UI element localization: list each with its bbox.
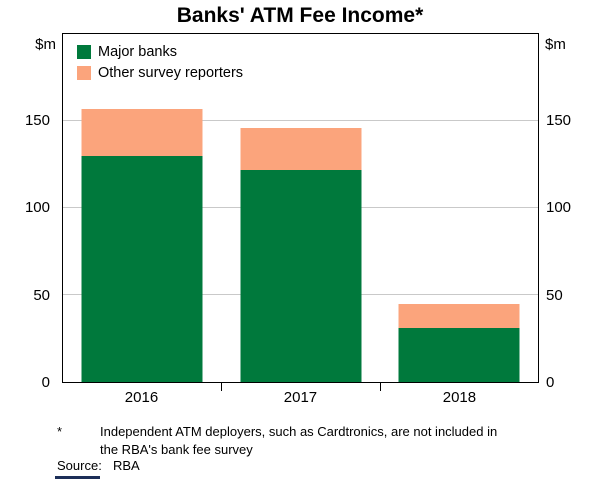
legend-item-other-survey-reporters: Other survey reporters — [77, 65, 243, 81]
y-tick-label-0: 0 — [41, 374, 50, 391]
source-value: RBA — [113, 458, 140, 473]
bar-segment-major-banks — [398, 328, 520, 382]
bar-segment-other-survey-reporters — [240, 127, 361, 170]
y-axis-labels-right: 0 50 100 150 — [545, 33, 585, 391]
bar-2016 — [81, 108, 203, 382]
y-tick-label-50: 50 — [546, 286, 563, 304]
legend-item-major-banks: Major banks — [77, 44, 243, 60]
bar-segment-major-banks — [240, 169, 361, 382]
y-axis-labels-left: 0 50 100 150 — [0, 33, 56, 391]
footnote-marker: * — [57, 424, 63, 439]
chart-title: Banks' ATM Fee Income* — [176, 4, 424, 27]
legend: Major banks Other survey reporters — [77, 44, 243, 86]
bar-segment-other-survey-reporters — [398, 303, 520, 329]
x-axis-tick — [379, 383, 381, 391]
legend-label: Other survey reporters — [98, 65, 244, 81]
source-label: Source: — [57, 458, 102, 473]
y-tick-label-0: 0 — [546, 374, 555, 391]
y-tick-label-50: 50 — [33, 286, 50, 304]
x-category-label-2016: 2016 — [124, 389, 159, 406]
x-category-label-2018: 2018 — [442, 389, 477, 406]
x-category-label-2017: 2017 — [283, 389, 318, 406]
y-tick-label-100: 100 — [24, 199, 50, 216]
bar-segment-major-banks — [81, 155, 203, 382]
legend-swatch-other-survey-reporters — [77, 66, 91, 80]
y-tick-label-100: 100 — [546, 199, 572, 216]
bottom-rule — [55, 476, 100, 479]
footnote: * Independent ATM deployers, such as Car… — [57, 423, 527, 458]
x-axis-labels: 2016 2017 2018 — [62, 389, 539, 409]
footnote-text: Independent ATM deployers, such as Cardt… — [100, 424, 498, 457]
y-axis-unit-right: $m — [545, 36, 566, 53]
source-line: Source: RBA — [57, 458, 140, 473]
bar-2018 — [398, 303, 520, 382]
bar-2017 — [240, 127, 361, 382]
x-axis-tick — [221, 383, 223, 391]
legend-label: Major banks — [98, 44, 177, 60]
gridline-150 — [63, 120, 538, 121]
y-tick-label-150: 150 — [24, 111, 50, 129]
y-axis-unit-left: $m — [35, 36, 56, 53]
plot-area: Major banks Other survey reporters — [62, 33, 539, 391]
y-tick-label-150: 150 — [546, 111, 572, 129]
bar-segment-other-survey-reporters — [81, 108, 203, 156]
legend-swatch-major-banks — [77, 45, 91, 59]
